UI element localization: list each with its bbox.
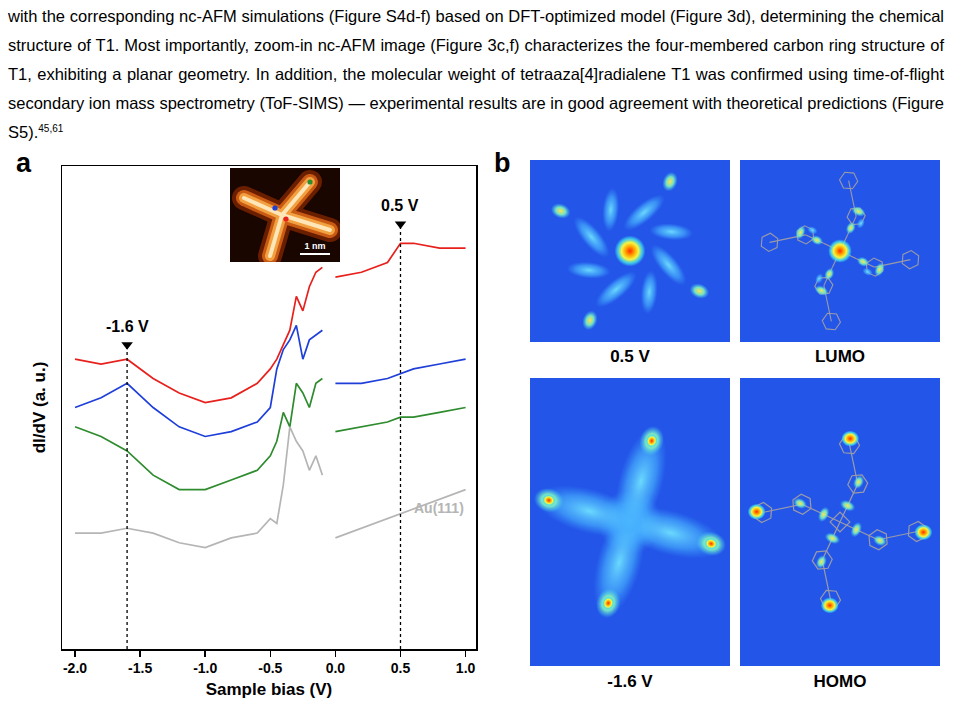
html-text:a: a (16, 148, 31, 178)
html-text:HOMO: HOMO (813, 672, 867, 691)
svg-text:1 nm: 1 nm (304, 241, 325, 251)
svg-text:Au(111): Au(111) (414, 500, 464, 516)
svg-text:0.5 V: 0.5 V (381, 197, 419, 214)
svg-text:Sample bias (V): Sample bias (V) (206, 680, 333, 699)
svg-text:-0.5: -0.5 (258, 660, 282, 676)
html-text:-1.6 V: -1.6 V (607, 672, 653, 691)
svg-text:dI/dV (a. u.): dI/dV (a. u.) (30, 362, 49, 454)
svg-text:-1.5: -1.5 (128, 660, 152, 676)
html-text:with the corresponding nc-AFM: with the corresponding nc-AFM simulation… (8, 7, 944, 141)
svg-text:1.0: 1.0 (456, 660, 476, 676)
html-text:b: b (494, 148, 511, 178)
svg-text:-2.0: -2.0 (63, 660, 87, 676)
svg-text:-1.0: -1.0 (193, 660, 217, 676)
html-text:0.5 V: 0.5 V (610, 347, 650, 366)
svg-text:-1.6 V: -1.6 V (106, 318, 149, 335)
svg-text:0.0: 0.0 (326, 660, 346, 676)
html-text:LUMO: LUMO (815, 347, 865, 366)
svg-text:0.5: 0.5 (391, 660, 411, 676)
